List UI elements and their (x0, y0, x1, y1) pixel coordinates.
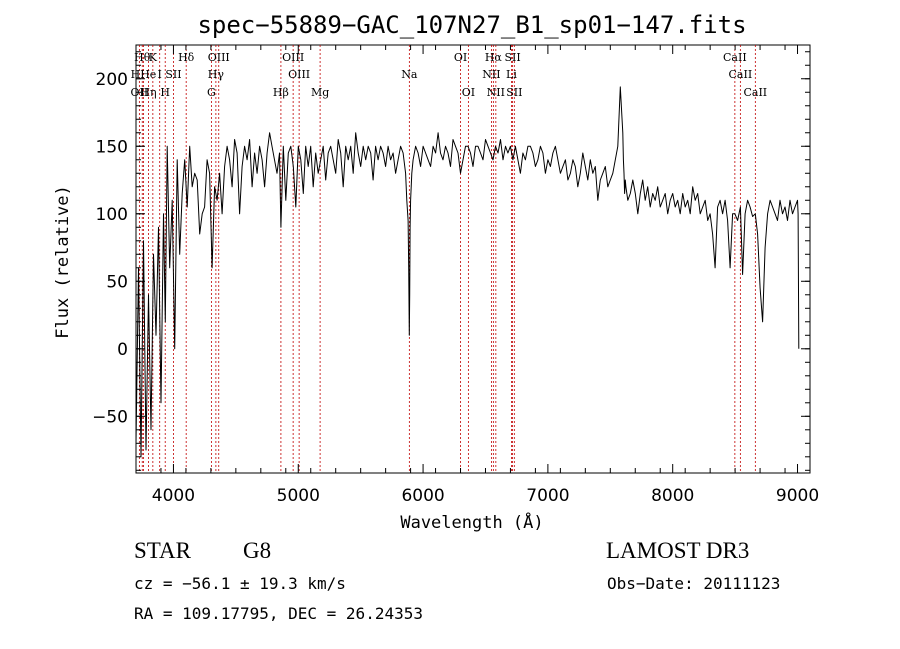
x-tick-label: 6000 (401, 486, 444, 506)
coordinates: RA = 109.17795, DEC = 26.24353 (134, 604, 423, 623)
line-label: Hη (140, 86, 156, 99)
y-tick-label: 0 (117, 340, 128, 360)
x-tick-label: 9000 (776, 486, 819, 506)
x-tick-label: 8000 (651, 486, 694, 506)
line-label: CaII (723, 51, 747, 64)
line-label: H (160, 86, 170, 99)
x-axis-label: Wavelength (Å) (400, 511, 543, 533)
line-label: OIII (282, 51, 304, 64)
line-label: NII (482, 68, 500, 81)
spectral-line-markers (138, 45, 756, 473)
x-tick-label: 4000 (152, 486, 195, 506)
y-tick-label: 150 (96, 137, 128, 157)
spectrum-series-line (135, 86, 800, 458)
y-tick-label: 50 (106, 272, 128, 292)
line-label: K (149, 51, 158, 64)
line-label: G (207, 86, 216, 99)
line-label: Hβ (273, 86, 289, 99)
y-axis-label: Flux (relative) (53, 185, 73, 339)
chart-title: spec−55889−GAC_107N27_B1_sp01−147.fits (197, 11, 746, 39)
y-tick-label: 100 (96, 205, 128, 225)
line-label: NII (487, 86, 505, 99)
plot-frame (135, 44, 811, 474)
line-label: Hδ (178, 51, 195, 64)
line-label: OIII (288, 68, 310, 81)
line-label: OI (462, 86, 475, 99)
line-label: SII (506, 86, 522, 99)
redshift-value: cz = −56.1 ± 19.3 km/s (134, 574, 346, 593)
line-label: Mg (311, 86, 329, 99)
line-label: Li (506, 68, 517, 81)
line-label: SII (504, 51, 520, 64)
object-type: STAR (134, 538, 191, 563)
line-label: Hθ (134, 51, 151, 64)
y-tick-label: −50 (92, 407, 128, 427)
line-label: Hγ (208, 68, 225, 81)
y-axis-ticks: −50 0 50 100 150 200 (92, 51, 810, 471)
line-label: OI (454, 51, 467, 64)
line-label: OIII (208, 51, 230, 64)
line-label: I (158, 68, 162, 81)
object-subclass: G8 (243, 538, 272, 563)
x-tick-label: 7000 (526, 486, 569, 506)
line-label: Na (401, 68, 418, 81)
line-label: SII (165, 68, 181, 81)
survey-name: LAMOST DR3 (606, 538, 750, 563)
line-label: CaII (743, 86, 767, 99)
x-axis-ticks: 4000 5000 6000 7000 8000 9000 (135, 45, 819, 506)
line-label: CaII (729, 68, 753, 81)
x-tick-label: 5000 (277, 486, 320, 506)
line-label: Hα (485, 51, 503, 64)
y-tick-label: 200 (96, 70, 128, 90)
line-label: HHe (131, 68, 157, 81)
observation-date: Obs−Date: 20111123 (607, 574, 781, 593)
